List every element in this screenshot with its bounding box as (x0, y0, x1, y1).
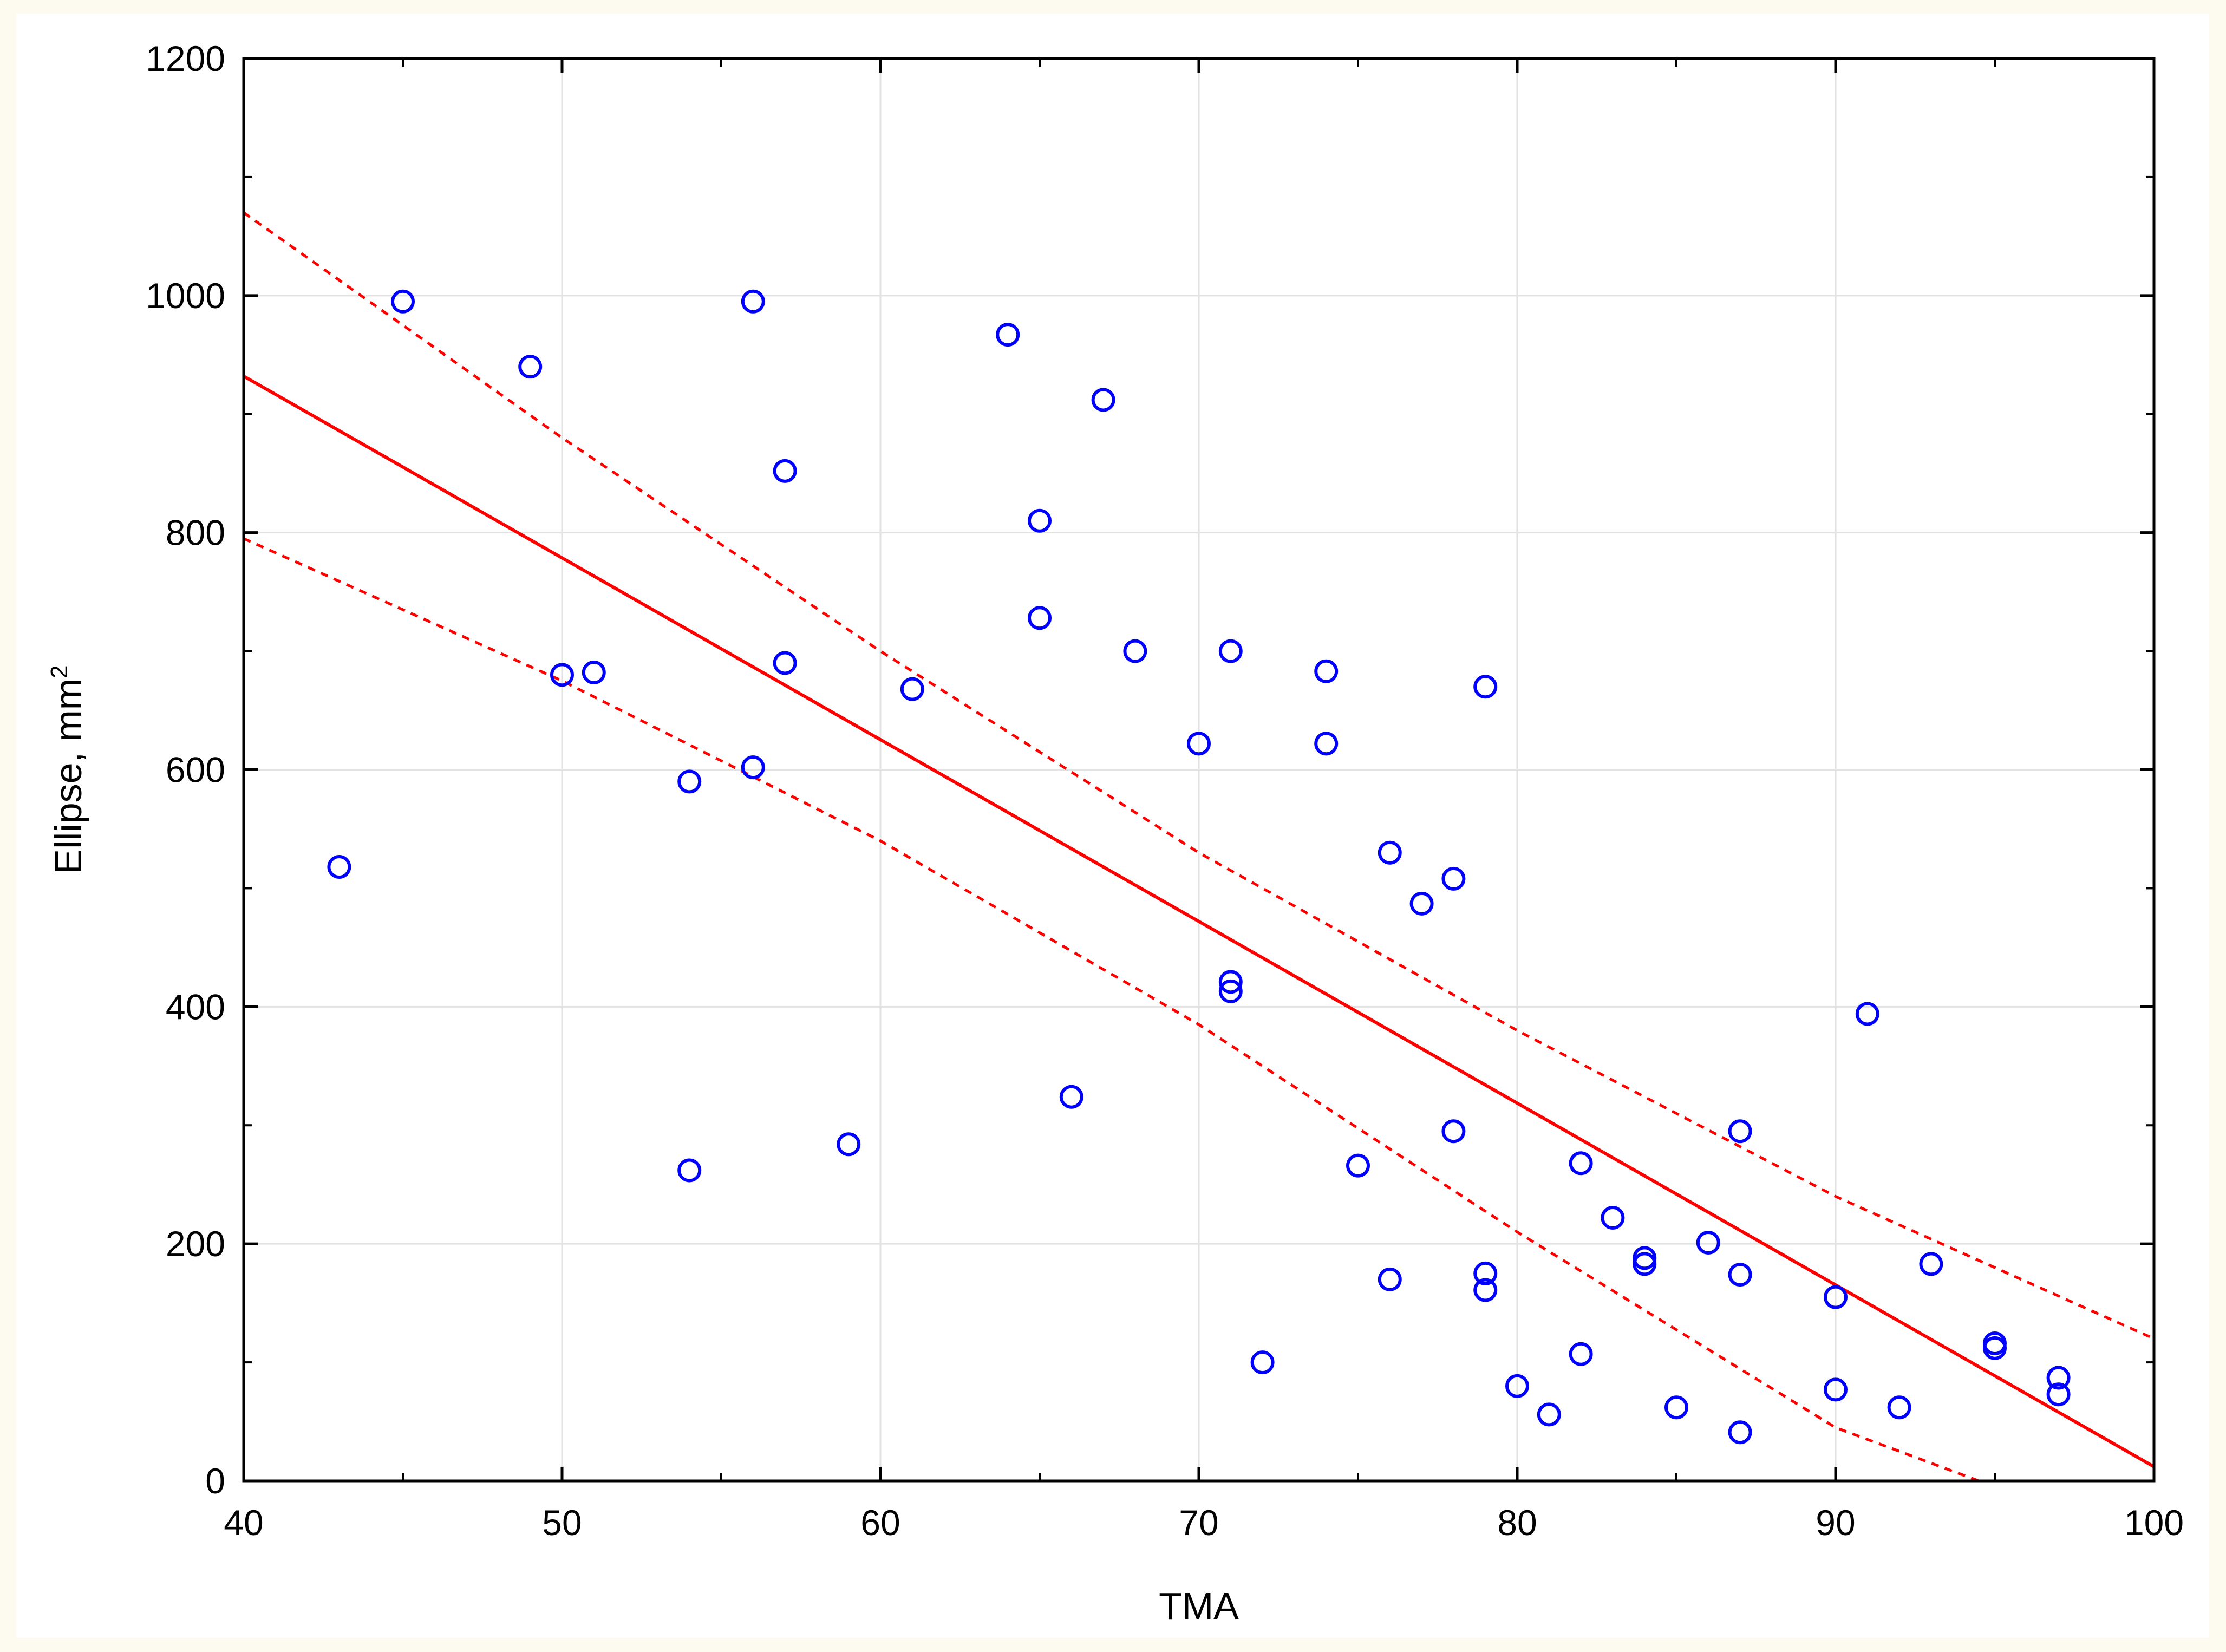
data-point (2046, 1366, 2071, 1390)
data-point (1123, 639, 1147, 663)
data-point (1824, 1285, 1848, 1309)
y-tick-label: 800 (166, 513, 225, 553)
data-point (1633, 1252, 1657, 1276)
data-point (327, 855, 351, 879)
x-axis-title: TMA (1159, 1585, 1239, 1627)
series-area (243, 211, 2155, 1483)
data-point (1378, 1267, 1402, 1291)
data-point (1218, 970, 1243, 994)
data-point (1696, 1230, 1720, 1255)
data-point (1441, 866, 1466, 891)
data-point (1187, 732, 1211, 756)
x-tick-label: 60 (860, 1503, 900, 1543)
data-point (1664, 1395, 1688, 1420)
y-tick-label: 400 (166, 987, 225, 1027)
data-point (1728, 1119, 1752, 1144)
data-point (1218, 979, 1243, 1003)
data-point (582, 660, 606, 684)
data-point (1887, 1395, 1911, 1420)
x-tick-label: 40 (224, 1503, 263, 1543)
data-point (1441, 1119, 1466, 1144)
data-point (550, 663, 574, 687)
y-axis-title-text: Ellipse, mm (47, 678, 89, 874)
y-tick-label: 0 (205, 1461, 225, 1501)
x-tick-label: 70 (1179, 1503, 1218, 1543)
y-tick-label: 1200 (146, 38, 225, 79)
regression-line (243, 375, 2155, 1468)
axis-ticks (242, 57, 2156, 1483)
confidence-band-lower (243, 537, 1980, 1483)
y-tick-label: 200 (166, 1224, 225, 1264)
data-point (837, 1132, 861, 1157)
data-point (1919, 1252, 1943, 1276)
data-point (1824, 1377, 1848, 1402)
data-point (1569, 1342, 1593, 1366)
page-frame (16, 14, 2209, 1638)
x-tick-label: 80 (1497, 1503, 1537, 1543)
y-axis-title-superscript: 2 (46, 665, 73, 678)
y-tick-label: 600 (166, 750, 225, 790)
grid-lines (244, 58, 2154, 1481)
data-point (1505, 1374, 1529, 1398)
data-point (773, 651, 797, 675)
data-point (677, 1158, 702, 1183)
data-point (1473, 1278, 1498, 1302)
data-point (1091, 388, 1115, 412)
data-point (1378, 840, 1402, 865)
data-point (1473, 1261, 1498, 1285)
data-point (773, 459, 797, 483)
x-tick-label: 100 (2124, 1503, 2184, 1543)
data-point (1601, 1206, 1625, 1230)
data-point (1028, 508, 1052, 533)
data-point (1409, 891, 1434, 916)
data-point (1537, 1402, 1561, 1427)
data-point (900, 677, 924, 701)
data-point (741, 755, 765, 780)
x-tick-label: 50 (542, 1503, 582, 1543)
data-point (518, 355, 543, 379)
data-point (741, 289, 765, 314)
data-point (1314, 659, 1339, 683)
data-point (1569, 1151, 1593, 1176)
data-point (1028, 606, 1052, 630)
data-point (1314, 732, 1339, 756)
data-point (1728, 1420, 1752, 1445)
data-point (1059, 1085, 1083, 1109)
data-point (391, 289, 415, 314)
data-point (677, 769, 702, 794)
data-point (2046, 1382, 2071, 1407)
y-axis-title: Ellipse, mm2 (46, 665, 89, 874)
confidence-band-upper (243, 211, 2155, 1340)
data-point (1346, 1153, 1370, 1178)
data-point (1250, 1350, 1275, 1375)
x-tick-label: 90 (1816, 1503, 1855, 1543)
data-point (1983, 1336, 2007, 1360)
data-point (996, 323, 1020, 347)
data-point (1728, 1263, 1752, 1287)
data-point (1218, 639, 1243, 663)
y-tick-label: 1000 (146, 276, 225, 316)
data-point (1855, 1002, 1879, 1026)
data-point (1473, 675, 1498, 699)
